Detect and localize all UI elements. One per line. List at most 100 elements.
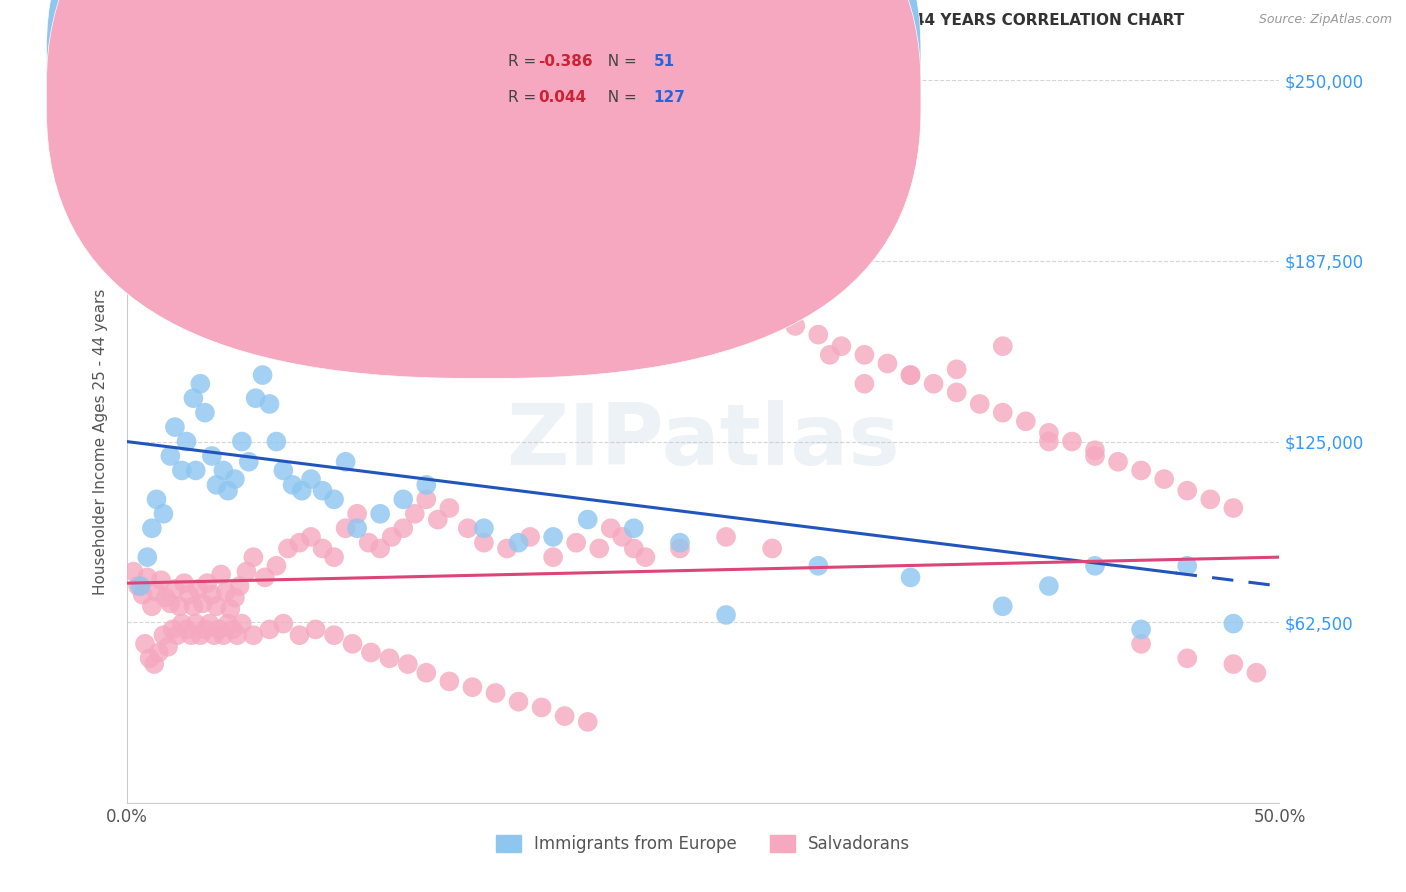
Point	[714, 607, 737, 622]
Point	[1038, 579, 1060, 593]
Point	[785, 318, 807, 333]
Point	[259, 397, 281, 411]
Point	[530, 700, 553, 714]
Legend: Immigrants from Europe, Salvadorans: Immigrants from Europe, Salvadorans	[489, 828, 917, 860]
Point	[1107, 455, 1129, 469]
Point	[1222, 657, 1244, 671]
Point	[922, 376, 945, 391]
Point	[484, 686, 506, 700]
Point	[669, 541, 692, 556]
Point	[439, 674, 461, 689]
Point	[266, 434, 288, 449]
Point	[148, 646, 170, 660]
Point	[122, 565, 145, 579]
Point	[152, 507, 174, 521]
Point	[335, 521, 357, 535]
Point	[426, 512, 449, 526]
Point	[1084, 558, 1107, 573]
Point	[554, 709, 576, 723]
Point	[1060, 434, 1083, 449]
Point	[945, 385, 967, 400]
Point	[127, 579, 149, 593]
Point	[415, 665, 437, 680]
Point	[159, 449, 181, 463]
Point	[266, 558, 288, 573]
Point	[143, 657, 166, 671]
Text: N =: N =	[598, 54, 641, 69]
Point	[184, 463, 207, 477]
Point	[323, 628, 346, 642]
Point	[461, 680, 484, 694]
Point	[576, 714, 599, 729]
Text: ZIPatlas: ZIPatlas	[506, 400, 900, 483]
Point	[205, 599, 228, 614]
Point	[242, 550, 264, 565]
Point	[209, 567, 232, 582]
Point	[226, 628, 249, 642]
Point	[212, 463, 235, 477]
Point	[311, 483, 333, 498]
Point	[163, 420, 186, 434]
Point	[136, 570, 159, 584]
Point	[194, 623, 217, 637]
Point	[176, 623, 198, 637]
Point	[201, 449, 224, 463]
Point	[245, 391, 267, 405]
Point	[205, 478, 228, 492]
Point	[818, 348, 841, 362]
Point	[1038, 425, 1060, 440]
Point	[378, 651, 401, 665]
Point	[623, 541, 645, 556]
Point	[346, 521, 368, 535]
Point	[136, 550, 159, 565]
Point	[304, 623, 326, 637]
Point	[381, 530, 404, 544]
Point	[360, 646, 382, 660]
Point	[669, 535, 692, 549]
Point	[357, 535, 380, 549]
Point	[188, 376, 211, 391]
Point	[634, 550, 657, 565]
Text: 0.044: 0.044	[538, 90, 586, 105]
Point	[231, 434, 253, 449]
Point	[145, 492, 167, 507]
Point	[900, 368, 922, 382]
Point	[496, 541, 519, 556]
Point	[439, 501, 461, 516]
Point	[201, 588, 224, 602]
Point	[853, 376, 876, 391]
Point	[991, 406, 1014, 420]
Point	[176, 434, 198, 449]
Point	[1199, 492, 1222, 507]
Point	[1153, 472, 1175, 486]
Point	[166, 628, 188, 642]
Point	[1130, 463, 1153, 477]
Point	[1175, 651, 1198, 665]
Point	[311, 541, 333, 556]
Text: -0.386: -0.386	[538, 54, 593, 69]
Point	[415, 478, 437, 492]
Text: IMMIGRANTS FROM EUROPE VS SALVADORAN HOUSEHOLDER INCOME AGES 25 - 44 YEARS CORRE: IMMIGRANTS FROM EUROPE VS SALVADORAN HOU…	[222, 13, 1184, 29]
Point	[519, 530, 541, 544]
Point	[853, 348, 876, 362]
Point	[450, 218, 472, 232]
Point	[138, 651, 160, 665]
Point	[195, 576, 218, 591]
Point	[472, 521, 495, 535]
Point	[281, 478, 304, 492]
Point	[288, 535, 311, 549]
Point	[472, 535, 495, 549]
Point	[212, 628, 235, 642]
Point	[541, 530, 564, 544]
Point	[368, 507, 391, 521]
Point	[217, 483, 239, 498]
Point	[242, 628, 264, 642]
Point	[565, 535, 588, 549]
Point	[541, 550, 564, 565]
Point	[277, 541, 299, 556]
Point	[180, 628, 202, 642]
Point	[219, 602, 242, 616]
Point	[1130, 637, 1153, 651]
Point	[299, 472, 322, 486]
Point	[273, 463, 295, 477]
